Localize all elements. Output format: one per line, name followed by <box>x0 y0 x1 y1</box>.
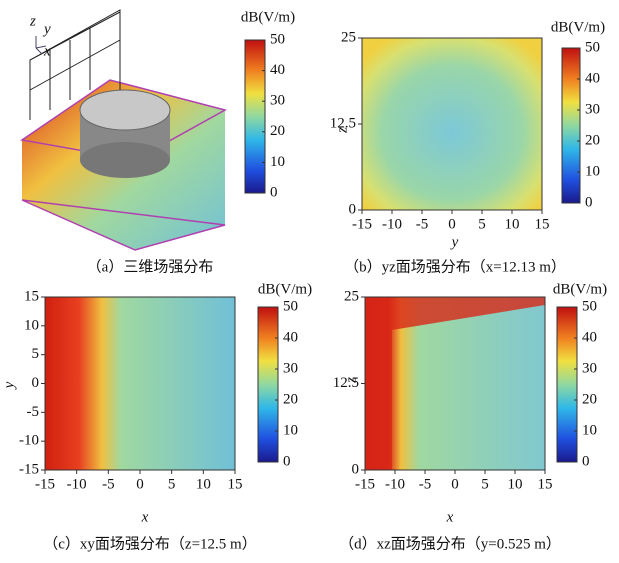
heatmap-field <box>45 297 235 470</box>
colorbar-tick-label: 40 <box>283 329 298 345</box>
x-tick-label: 0 <box>448 216 456 232</box>
y-tick-label: 25 <box>341 29 356 45</box>
caption: （b）yz面场强分布（x=12.13 m） <box>344 258 566 275</box>
colorbar-tick-label: 30 <box>582 360 597 376</box>
x-tick-label: 10 <box>505 216 520 232</box>
y-tick-label: -5 <box>27 404 40 420</box>
y-tick-label: 0 <box>349 201 357 217</box>
colorbar-tick-label: 20 <box>270 123 285 139</box>
colorbar-tick-label: 0 <box>585 194 593 210</box>
caption: （d）xz面场强分布（y=0.525 m） <box>339 535 561 552</box>
axis-label: y <box>42 21 51 37</box>
colorbar <box>562 48 580 203</box>
y-axis-label: y <box>1 381 17 390</box>
colorbar-tick-label: 10 <box>270 154 285 170</box>
x-tick-label: 0 <box>136 476 144 492</box>
colorbar-tick-label: 30 <box>283 360 298 376</box>
x-tick-label: -10 <box>385 476 405 492</box>
colorbar <box>258 307 278 462</box>
x-tick-label: 0 <box>451 476 459 492</box>
x-tick-label: 15 <box>535 216 550 232</box>
colorbar-tick-label: 0 <box>283 453 291 469</box>
colorbar-label: dB(V/m) <box>241 9 295 25</box>
x-tick-label: -10 <box>67 476 87 492</box>
x-tick-label: 15 <box>228 476 243 492</box>
x-axis-label: y <box>450 234 459 250</box>
y-tick-label: 0 <box>352 461 360 477</box>
caption: （a）三维场强分布 <box>87 258 214 275</box>
figure: （a）三维场强分布dB(V/m)01020304050zyx（b）yz面场强分布… <box>0 0 619 563</box>
caption: （c）xy面场强分布（z=12.5 m） <box>43 535 256 552</box>
x-tick-label: 10 <box>196 476 211 492</box>
x-tick-label: -15 <box>355 476 375 492</box>
colorbar-tick-label: 10 <box>582 422 597 438</box>
colorbar-tick-label: 30 <box>270 93 285 109</box>
x-tick-label: 10 <box>508 476 523 492</box>
y-tick-label: -15 <box>19 461 39 477</box>
y-tick-label: 0 <box>32 375 40 391</box>
colorbar-tick-label: 20 <box>283 391 298 407</box>
heatmap-field <box>362 38 542 210</box>
colorbar-label: dB(V/m) <box>551 19 605 35</box>
colorbar-tick-label: 20 <box>582 391 597 407</box>
x-tick-label: 5 <box>478 216 486 232</box>
colorbar-tick-label: 0 <box>270 184 278 200</box>
x-tick-label: 5 <box>481 476 489 492</box>
y-tick-label: 10 <box>24 317 39 333</box>
x-tick-label: -5 <box>416 216 429 232</box>
scene-3d <box>22 10 225 250</box>
colorbar-tick-label: 40 <box>582 329 597 345</box>
y-tick-label: -10 <box>19 433 39 449</box>
y-axis-label: z <box>334 127 350 134</box>
colorbar-tick-label: 30 <box>585 101 600 117</box>
colorbar-label: dB(V/m) <box>258 281 312 297</box>
y-tick-label: 25 <box>344 288 359 304</box>
x-axis-label: x <box>446 509 454 525</box>
colorbar-tick-label: 40 <box>270 62 285 78</box>
y-axis-label: z <box>343 377 359 384</box>
colorbar-tick-label: 10 <box>585 163 600 179</box>
x-tick-label: -5 <box>102 476 115 492</box>
y-tick-label: 15 <box>24 288 39 304</box>
x-tick-label: 15 <box>538 476 553 492</box>
y-tick-label: 5 <box>32 346 40 362</box>
x-axis-label: x <box>141 509 149 525</box>
axis-label: z <box>29 13 36 29</box>
colorbar-tick-label: 40 <box>585 70 600 86</box>
colorbar-tick-label: 0 <box>582 453 590 469</box>
x-tick-label: 5 <box>168 476 176 492</box>
colorbar-label: dB(V/m) <box>553 281 607 297</box>
colorbar-tick-label: 10 <box>283 422 298 438</box>
colorbar-tick-label: 20 <box>585 132 600 148</box>
colorbar-tick-label: 50 <box>582 298 597 314</box>
x-tick-label: -15 <box>352 216 372 232</box>
colorbar <box>245 40 265 193</box>
x-tick-label: -5 <box>419 476 432 492</box>
colorbar-tick-label: 50 <box>283 298 298 314</box>
colorbar <box>557 307 577 462</box>
x-tick-label: -10 <box>382 216 402 232</box>
axis-label: x <box>43 43 51 59</box>
colorbar-tick-label: 50 <box>585 39 600 55</box>
colorbar-tick-label: 50 <box>270 31 285 47</box>
x-tick-label: -15 <box>35 476 55 492</box>
